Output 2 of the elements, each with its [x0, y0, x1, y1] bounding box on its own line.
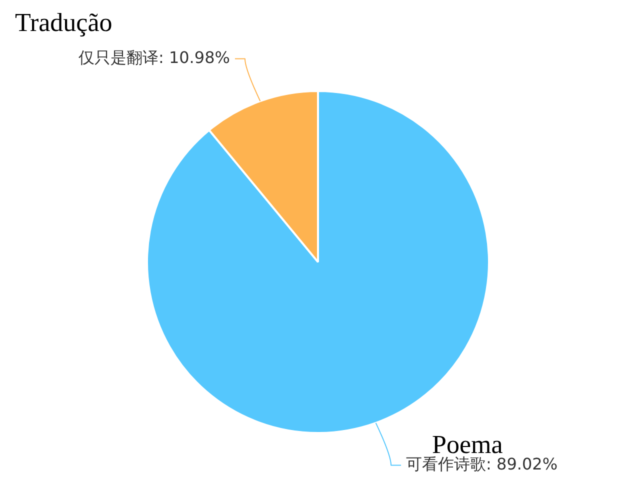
text: Tradução — [15, 8, 112, 37]
slice-label: 仅只是翻译: 10.98% — [78, 48, 230, 67]
